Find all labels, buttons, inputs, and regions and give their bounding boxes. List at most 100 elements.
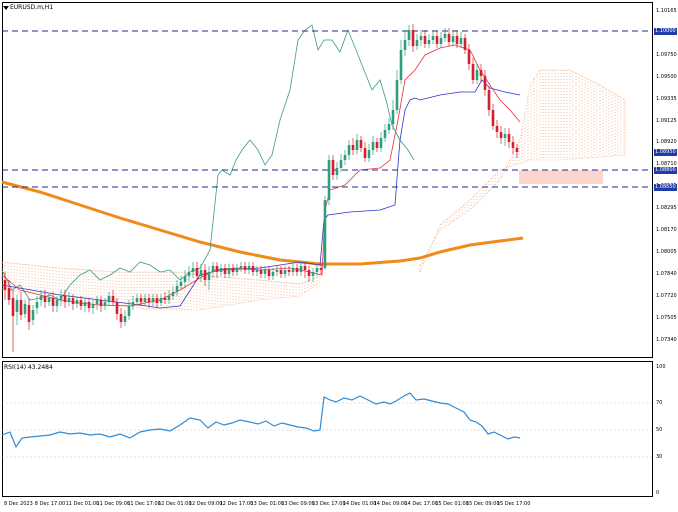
candle-body	[431, 36, 435, 40]
candle-body	[155, 298, 159, 303]
candle-body	[255, 270, 259, 272]
candle-body	[119, 314, 123, 322]
time-axis-label: 14 Dec 01:00	[342, 501, 377, 507]
candle-body	[515, 148, 519, 152]
candle-body	[99, 300, 103, 306]
candle-body	[415, 40, 419, 46]
candle-body	[379, 138, 383, 148]
candle-body	[3, 280, 7, 290]
price-tag: 1.08650	[654, 184, 677, 191]
time-axis-label: 15 Dec 17:00	[496, 501, 531, 507]
candle-body	[299, 266, 303, 272]
candle-body	[15, 300, 19, 312]
candle-body	[451, 36, 455, 42]
time-axis-label: 15 Dec 09:00	[466, 501, 500, 507]
candle-body	[43, 296, 47, 302]
candle-body	[471, 64, 475, 80]
price-axis-label: 1.07340	[656, 336, 677, 343]
candle-body	[223, 268, 227, 274]
price-axis-label: 1.08295	[656, 205, 677, 212]
candle-body	[443, 34, 447, 38]
candle-body	[135, 298, 139, 302]
candle-body	[183, 276, 187, 282]
candle-body	[151, 298, 155, 302]
candle-body	[483, 76, 487, 90]
candle-body	[191, 268, 195, 272]
time-axis-label: 8 Dec 17:00	[34, 501, 66, 507]
rsi-axis-label: 0	[656, 490, 660, 496]
candle-body	[479, 70, 483, 76]
candle-body	[419, 36, 423, 40]
rsi-axis-label: 30	[656, 454, 663, 460]
candle-body	[27, 305, 31, 322]
candle-body	[279, 270, 283, 274]
candle-body	[339, 160, 343, 168]
candle-body	[355, 140, 359, 150]
candle-body	[83, 302, 87, 306]
time-axis-label: 14 Dec 17:00	[404, 501, 439, 507]
candle-body	[423, 36, 427, 44]
price-axis-label: 1.09125	[656, 117, 677, 124]
symbol-label: EURUSD,m,H1	[10, 4, 54, 11]
candle-body	[187, 272, 191, 276]
time-axis-label: 12 Dec 09:00	[188, 501, 223, 507]
rsi-axis-label: 100	[656, 364, 666, 370]
candle-body	[39, 296, 43, 300]
candle-body	[315, 268, 319, 272]
candle-body	[235, 268, 239, 272]
candle-body	[111, 296, 115, 302]
candle-body	[11, 298, 15, 316]
candle-body	[475, 70, 479, 80]
time-axis-label: 13 Dec 17:00	[312, 501, 346, 507]
candle-body	[179, 282, 183, 286]
candle-body	[467, 50, 471, 64]
candle-body	[463, 38, 467, 50]
time-axis-label: 11 Dec 09:00	[96, 501, 131, 507]
candle-body	[175, 286, 179, 292]
candle-body	[75, 300, 79, 304]
candle-body	[487, 90, 491, 110]
rsi-line	[1, 392, 521, 449]
candle-body	[291, 268, 295, 272]
candle-body	[47, 298, 51, 302]
candle-body	[363, 148, 367, 158]
price-axis-label: 1.08170	[656, 227, 677, 233]
candle-body	[319, 268, 323, 270]
price-axis-label: 1.07720	[656, 292, 677, 299]
time-axis-label: 13 Dec 01:00	[250, 501, 285, 507]
candle-body	[95, 300, 99, 304]
candle-body	[327, 160, 331, 200]
candle-body	[199, 270, 203, 276]
time-axis-label: 11 Dec 17:00	[127, 501, 161, 507]
candle-body	[139, 298, 143, 302]
candle-body	[491, 110, 495, 126]
candle-body	[511, 142, 515, 148]
time-axis-label: 12 Dec 01:00	[158, 501, 192, 507]
time-axis-label: 11 Dec 01:00	[65, 501, 100, 507]
price-axis-label: 1.08005	[656, 248, 677, 255]
candle-body	[263, 270, 267, 274]
candle-body	[411, 30, 415, 46]
moving-average-line	[1, 180, 524, 266]
candle-body	[259, 270, 263, 274]
candle-body	[51, 298, 55, 306]
candle-body	[447, 34, 451, 42]
candle-body	[495, 126, 499, 132]
candle-body	[387, 124, 391, 130]
price-axis-label: 1.09335	[656, 95, 677, 102]
time-axis-label: 14 Dec 09:00	[373, 501, 408, 507]
main-chart-border	[2, 2, 653, 358]
candle-body	[107, 296, 111, 302]
candle-body	[507, 134, 511, 142]
candle-body	[115, 302, 119, 314]
time-axis-label: 15 Dec 01:00	[435, 501, 469, 507]
candle-body	[159, 298, 163, 303]
candle-body	[295, 268, 299, 272]
chart-menu-arrow-icon[interactable]	[3, 6, 9, 10]
candle-body	[79, 300, 83, 306]
price-axis-label: 1.09500	[656, 73, 677, 80]
candle-body	[399, 50, 403, 80]
candle-body	[271, 272, 275, 276]
candle-body	[359, 140, 363, 148]
